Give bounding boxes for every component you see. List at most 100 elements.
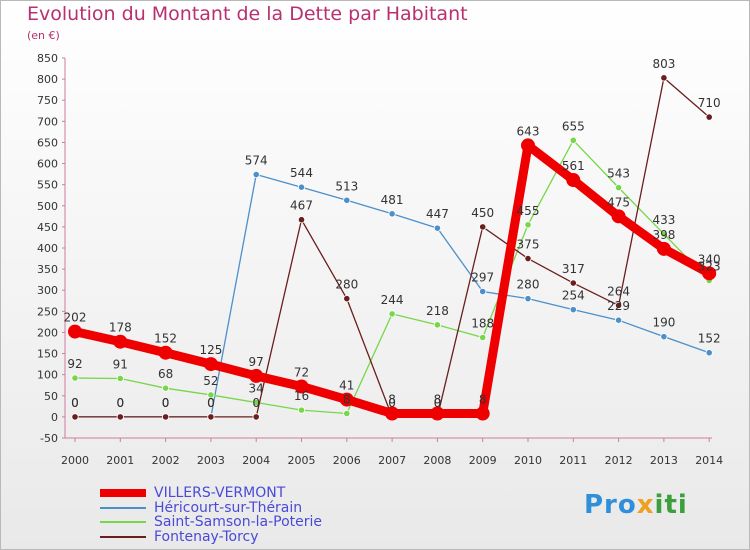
data-label: 0: [162, 396, 170, 410]
logo-part: x: [636, 490, 655, 520]
data-label: 475: [607, 195, 630, 209]
data-label: 0: [162, 396, 170, 410]
data-point: [162, 413, 170, 421]
data-point: [569, 136, 577, 144]
data-label: 544: [290, 166, 313, 180]
x-tick-label: 2007: [378, 454, 406, 467]
data-point: [388, 210, 396, 218]
data-label: 0: [71, 396, 79, 410]
data-label: 0: [116, 396, 124, 410]
data-point: [611, 209, 626, 224]
y-tick-label: 650: [37, 136, 58, 149]
data-point: [614, 316, 623, 324]
data-point: [433, 321, 441, 329]
y-tick-label: 400: [37, 242, 58, 255]
data-label: 643: [517, 124, 540, 138]
y-tick-label: 300: [37, 284, 58, 297]
data-label: 433: [652, 213, 675, 227]
legend-swatch: [100, 535, 146, 538]
legend-label: Fontenay-Torcy: [154, 528, 259, 545]
data-point: [702, 266, 717, 281]
y-tick-label: 450: [37, 221, 58, 234]
data-label: 561: [562, 159, 585, 173]
data-label: 317: [562, 262, 585, 276]
y-tick-label: 500: [37, 200, 58, 213]
x-tick-label: 2000: [61, 454, 89, 467]
data-label: 72: [294, 365, 309, 379]
proxiti-logo: Proxiti: [584, 490, 688, 520]
legend-swatch: [100, 521, 146, 524]
data-label: 340: [698, 252, 721, 266]
data-point: [252, 170, 260, 179]
legend-item: Héricourt-sur-Thérain: [100, 501, 322, 516]
data-label: 68: [158, 367, 173, 381]
data-point: [162, 384, 170, 392]
x-tick-label: 2012: [605, 454, 633, 467]
data-label: 0: [207, 396, 215, 410]
y-tick-label: 800: [37, 73, 58, 86]
x-tick-label: 2005: [288, 454, 316, 467]
data-point: [569, 306, 577, 314]
data-point: [614, 184, 623, 192]
data-label: 0: [207, 396, 215, 410]
data-label: 280: [335, 278, 358, 292]
legend: VILLERS-VERMONT Héricourt-sur-Thérain Sa…: [100, 486, 322, 544]
x-tick-label: 2013: [650, 454, 678, 467]
x-tick-label: 2009: [469, 454, 497, 467]
data-label: 34: [249, 382, 264, 396]
data-point: [479, 223, 487, 231]
x-tick-label: 2008: [423, 454, 451, 467]
data-point: [113, 334, 128, 349]
x-tick-label: 2010: [514, 454, 542, 467]
data-point: [207, 391, 215, 399]
x-tick-label: 2014: [695, 454, 723, 467]
data-label: 202: [64, 311, 87, 325]
data-point: [660, 230, 668, 238]
data-point: [297, 183, 306, 191]
data-point: [249, 368, 264, 383]
data-point: [614, 301, 623, 310]
data-label: 188: [471, 317, 494, 331]
data-label: 0: [388, 396, 396, 410]
data-point: [252, 413, 260, 421]
x-tick-label: 2001: [106, 454, 134, 467]
data-point: [68, 324, 82, 339]
data-label: 218: [426, 304, 449, 318]
data-point: [116, 374, 124, 383]
data-point: [524, 221, 532, 229]
data-point: [479, 333, 487, 342]
data-label: 8: [343, 393, 351, 407]
legend-swatch: [100, 489, 146, 498]
y-tick-label: 350: [37, 263, 58, 276]
x-tick-label: 2006: [333, 454, 361, 467]
data-label: 513: [335, 179, 358, 193]
data-point: [71, 374, 79, 382]
data-label: 0: [71, 396, 79, 410]
data-label: 92: [67, 357, 82, 371]
x-tick-label: 2002: [152, 454, 180, 467]
data-point: [660, 333, 668, 341]
x-tick-label: 2003: [197, 454, 225, 467]
data-label: 455: [517, 204, 540, 218]
y-tick-label: 150: [37, 348, 58, 361]
legend-item: VILLERS-VERMONT: [100, 486, 322, 501]
legend-item: Fontenay-Torcy: [100, 530, 322, 545]
data-point: [158, 345, 173, 360]
y-tick-label: 850: [37, 52, 58, 65]
data-point: [521, 138, 535, 153]
legend-label: Héricourt-sur-Thérain: [154, 499, 303, 516]
data-point: [656, 241, 671, 256]
y-tick-label: -50: [40, 432, 58, 445]
data-label: 450: [471, 206, 494, 220]
data-point: [475, 406, 490, 421]
y-tick-label: 750: [37, 94, 58, 107]
data-point: [566, 173, 581, 188]
legend-item: Saint-Samson-la-Poterie: [100, 515, 322, 530]
data-label: 41: [339, 379, 354, 393]
data-point: [339, 392, 354, 407]
data-label: 543: [607, 167, 630, 181]
y-tick-label: 700: [37, 115, 58, 128]
data-point: [343, 409, 351, 418]
data-label: 447: [426, 207, 449, 221]
data-label: 152: [154, 332, 177, 346]
